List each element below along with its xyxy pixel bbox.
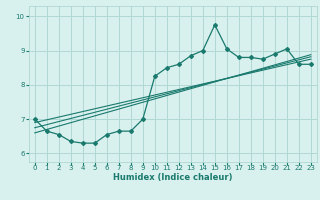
X-axis label: Humidex (Indice chaleur): Humidex (Indice chaleur) bbox=[113, 173, 233, 182]
